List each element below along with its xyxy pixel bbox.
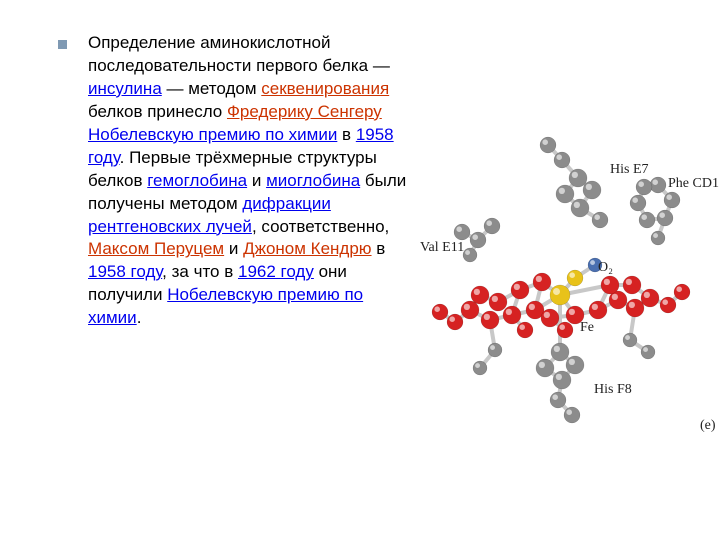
label-e: (e) xyxy=(700,418,716,434)
label-hisF8: His F8 xyxy=(594,382,632,398)
link-sequencing[interactable]: секвенирования xyxy=(261,79,389,98)
label-fe: Fe xyxy=(580,320,594,336)
label-o2: O₂ xyxy=(598,260,613,276)
molecule-svg xyxy=(400,90,720,430)
link-nobel1[interactable]: Нобелевскую премию по химии xyxy=(88,125,337,144)
text-p8: , соответственно, xyxy=(252,217,389,236)
link-kendrew[interactable]: Джоном Кендрю xyxy=(243,239,371,258)
slide: Определение аминокислотной последователь… xyxy=(0,0,720,540)
molecule-diagram: His E7 Phe CD1 Val E11 O₂ Fe His F8 (e) xyxy=(400,90,720,430)
label-hisE7: His E7 xyxy=(610,162,649,178)
link-myoglobin[interactable]: миоглобина xyxy=(266,171,360,190)
text-p9: и xyxy=(224,239,243,258)
text-p4: в xyxy=(337,125,355,144)
text-p1: Определение аминокислотной последователь… xyxy=(88,33,390,75)
text-p11: , за что в xyxy=(162,262,238,281)
link-1962[interactable]: 1962 году xyxy=(238,262,314,281)
label-pheCD1: Phe CD1 xyxy=(668,176,719,192)
text-p3: белков принесло xyxy=(88,102,227,121)
text-p6: и xyxy=(247,171,266,190)
link-senger[interactable]: Фредерику Сенгеру xyxy=(227,102,382,121)
label-valE11: Val E11 xyxy=(420,240,464,256)
body-text: Определение аминокислотной последователь… xyxy=(88,32,408,330)
link-hemoglobin[interactable]: гемоглобина xyxy=(147,171,247,190)
text-p10: в xyxy=(372,239,386,258)
link-insulin[interactable]: инсулина xyxy=(88,79,162,98)
bullet-icon xyxy=(58,40,67,49)
text-p2: — методом xyxy=(162,79,262,98)
text-p13: . xyxy=(137,308,142,327)
link-perutz[interactable]: Максом Перуцем xyxy=(88,239,224,258)
link-1958b[interactable]: 1958 году xyxy=(88,262,162,281)
